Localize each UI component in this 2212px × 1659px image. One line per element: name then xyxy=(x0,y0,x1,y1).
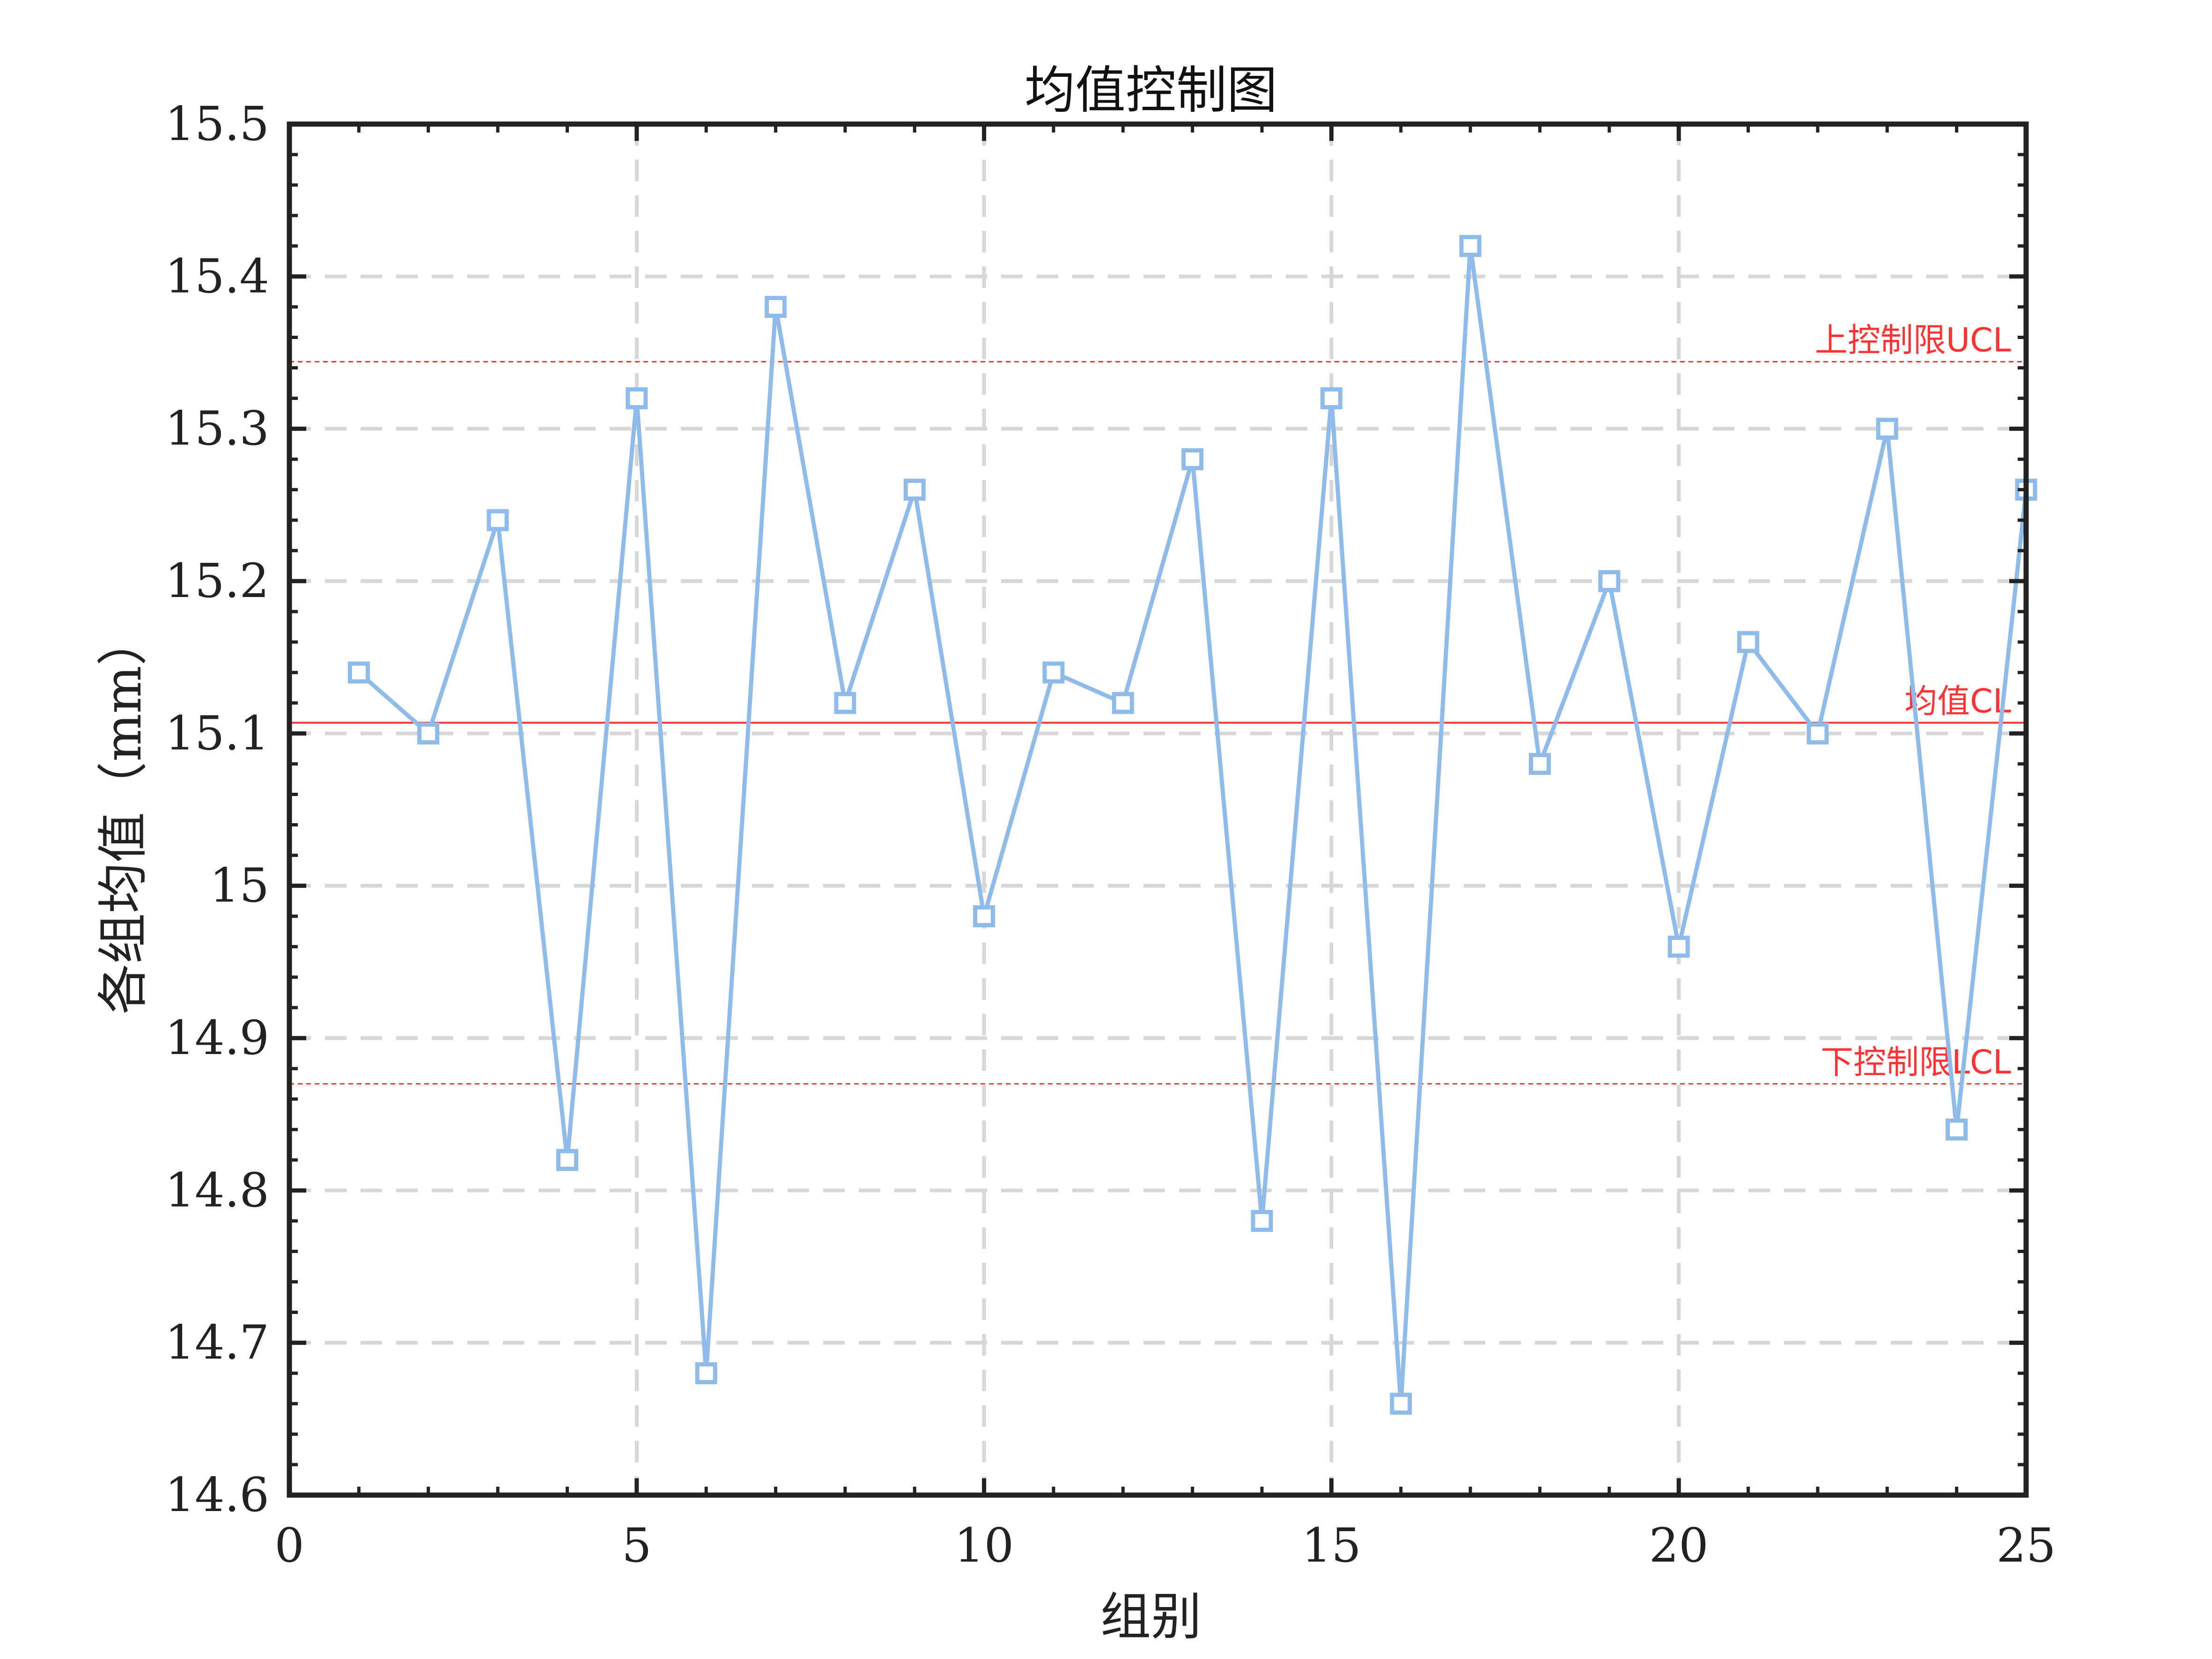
y-tick-label: 14.6 xyxy=(165,1467,269,1522)
data-point-marker xyxy=(1181,448,1204,471)
x-tick-label: 15 xyxy=(1302,1518,1361,1573)
y-tick-label: 14.8 xyxy=(165,1163,269,1217)
data-point-marker xyxy=(973,905,995,928)
y-tick-label: 15.5 xyxy=(165,96,269,151)
y-tick-label: 15.4 xyxy=(165,249,269,303)
control-line-label: 下控制限LCL xyxy=(1821,1043,2011,1082)
x-tick-label: 10 xyxy=(954,1518,1014,1573)
data-point-marker xyxy=(1528,752,1551,775)
data-point-marker xyxy=(1251,1209,1273,1232)
data-point-marker xyxy=(556,1149,578,1171)
series-layer xyxy=(347,235,2037,1415)
y-tick-label: 15.2 xyxy=(165,553,269,608)
data-point-marker xyxy=(834,692,856,714)
plot-frame xyxy=(287,121,2029,1498)
grid-lines xyxy=(289,124,2026,1495)
data-point-marker xyxy=(626,387,648,410)
data-point-marker xyxy=(1806,722,1829,745)
x-tick-label: 0 xyxy=(274,1518,304,1573)
x-tick-label: 25 xyxy=(1996,1518,2056,1573)
data-point-marker xyxy=(1390,1393,1412,1415)
control-line-label: 上控制限UCL xyxy=(1815,321,2011,360)
y-tick-label: 15.3 xyxy=(165,401,269,456)
control-lines: 上控制限UCL 均值CL 下控制限LCL xyxy=(289,321,2026,1085)
data-point-marker xyxy=(765,295,787,318)
tick-labels: 0 5 10 15 20 25 14.6 14.7 14.8 14.9 15 15.1 15.2 15.3… xyxy=(165,96,2056,1573)
data-point-marker xyxy=(1667,936,1690,958)
x-tick-label: 20 xyxy=(1649,1518,1709,1573)
data-point-marker xyxy=(1876,418,1898,440)
data-point-marker xyxy=(1459,235,1482,257)
axes xyxy=(287,121,2029,1498)
data-point-marker xyxy=(347,661,370,684)
data-point-marker xyxy=(1042,661,1065,684)
data-point-marker xyxy=(487,509,509,531)
data-point-marker xyxy=(417,722,440,745)
chart-title: 均值控制图 xyxy=(1025,61,1277,120)
control-line-label: 均值CL xyxy=(1904,682,2011,721)
data-point-marker xyxy=(695,1362,717,1385)
data-point-marker xyxy=(903,479,926,501)
data-point-marker xyxy=(1320,387,1342,410)
y-tick-label: 14.7 xyxy=(165,1315,269,1370)
y-axis-label: 各组均值（mm） xyxy=(94,615,153,1015)
x-axis-label: 组别 xyxy=(1100,1588,1202,1646)
y-tick-label: 14.9 xyxy=(165,1010,269,1065)
x-tick-label: 5 xyxy=(622,1518,652,1573)
data-point-marker xyxy=(1737,631,1760,653)
data-point-marker xyxy=(1946,1118,1968,1141)
data-point-marker xyxy=(1112,692,1134,714)
series-line xyxy=(357,243,2028,1406)
y-tick-label: 15.1 xyxy=(165,706,269,760)
y-tick-label: 15 xyxy=(210,858,269,913)
data-point-marker xyxy=(1598,570,1621,592)
